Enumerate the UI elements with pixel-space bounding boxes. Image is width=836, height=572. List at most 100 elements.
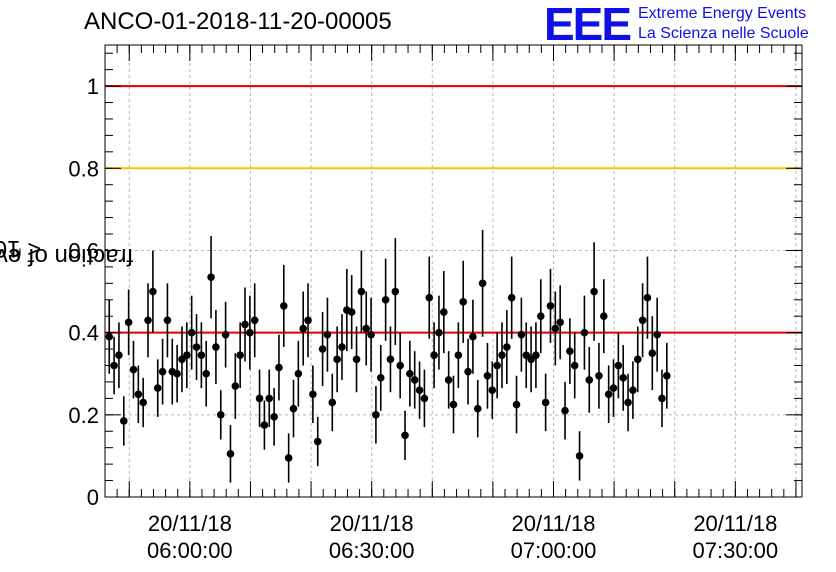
data-point [493, 361, 501, 370]
plot-frame [104, 44, 803, 498]
data-point [503, 343, 511, 351]
data-point [551, 324, 560, 333]
data-point [134, 390, 143, 399]
data-point [173, 369, 181, 378]
data-point [376, 374, 385, 382]
eee-logo-mark: EEE [544, 0, 632, 50]
data-point [192, 343, 201, 351]
data-point [425, 293, 434, 302]
data-points [105, 229, 671, 483]
data-point [265, 394, 274, 403]
data-point [187, 328, 196, 337]
data-point [124, 318, 133, 327]
data-point [284, 454, 293, 462]
data-point [473, 404, 482, 413]
data-point [158, 367, 167, 376]
logo-line-2: La Scienza nelle Scuole [638, 25, 809, 42]
data-point [183, 351, 191, 360]
data-point [532, 351, 540, 360]
data-point [279, 302, 288, 310]
data-point [207, 273, 215, 281]
data-point [469, 332, 477, 341]
y-tick-label: 0.4 [68, 321, 99, 346]
data-point [299, 324, 307, 333]
data-point [459, 298, 467, 306]
x-tick-label-time: 06:30:00 [329, 538, 415, 563]
data-point [609, 384, 618, 392]
y-tick-label: 0.6 [68, 238, 99, 263]
data-point [633, 355, 642, 364]
data-point [648, 349, 657, 357]
data-point [323, 330, 332, 339]
data-point [653, 330, 661, 339]
data-point [367, 330, 375, 339]
data-point [619, 374, 628, 382]
y-tick-label: 0.8 [68, 156, 99, 181]
data-point [333, 355, 341, 364]
data-point [600, 312, 608, 321]
data-point [566, 347, 574, 355]
data-point [580, 328, 589, 337]
logo-line-1: Extreme Energy Events [638, 5, 807, 22]
data-point [420, 394, 429, 403]
data-point [362, 324, 371, 333]
x-tick-label-date: 20/11/18 [693, 511, 777, 536]
data-point [517, 330, 526, 339]
data-point [216, 411, 225, 419]
data-point [338, 343, 346, 351]
data-point [604, 390, 613, 399]
data-point [435, 328, 443, 337]
data-point [643, 293, 652, 302]
data-point [309, 390, 317, 399]
data-point [119, 417, 128, 425]
data-point [328, 398, 337, 407]
data-point [406, 369, 414, 378]
data-point [585, 376, 594, 384]
data-point [352, 355, 361, 364]
data-point [212, 343, 220, 351]
data-point [221, 330, 230, 339]
data-point [663, 371, 671, 380]
data-point [226, 450, 235, 458]
data-point [231, 382, 240, 390]
data-point [381, 295, 390, 304]
data-point [260, 421, 269, 429]
data-point [570, 361, 579, 370]
data-point [546, 302, 555, 310]
data-point [391, 287, 400, 296]
data-point [624, 398, 632, 407]
data-point [144, 316, 152, 325]
data-point [153, 384, 162, 392]
data-point [347, 308, 356, 316]
data-point [357, 287, 366, 296]
data-point [638, 316, 647, 325]
x-tick-label-date: 20/11/18 [330, 511, 414, 536]
data-point [197, 351, 206, 360]
data-point [590, 287, 598, 296]
y-tick-label: 1 [87, 74, 99, 99]
data-point [483, 371, 492, 380]
data-point [318, 345, 327, 353]
data-point [129, 365, 138, 374]
data-point [415, 386, 424, 394]
data-point [105, 332, 114, 341]
data-point [386, 355, 395, 364]
data-point [488, 386, 497, 394]
data-point [629, 386, 637, 394]
data-point [464, 367, 472, 376]
x-tick-label-date: 20/11/18 [511, 511, 595, 536]
data-point [115, 351, 123, 360]
data-point [163, 316, 172, 325]
data-point [149, 287, 157, 296]
data-point [454, 351, 463, 360]
reference-lines [105, 85, 802, 334]
x-tick-label-time: 07:30:00 [693, 538, 779, 563]
x-tick-label-time: 07:00:00 [511, 538, 597, 563]
data-point [658, 394, 666, 403]
tick-labels: 00.20.40.60.8120/11/1806:00:0020/11/1806… [68, 74, 778, 563]
data-point [478, 279, 487, 288]
data-point [275, 363, 283, 372]
data-point [575, 452, 584, 460]
y-tick-label: 0.2 [68, 403, 99, 428]
